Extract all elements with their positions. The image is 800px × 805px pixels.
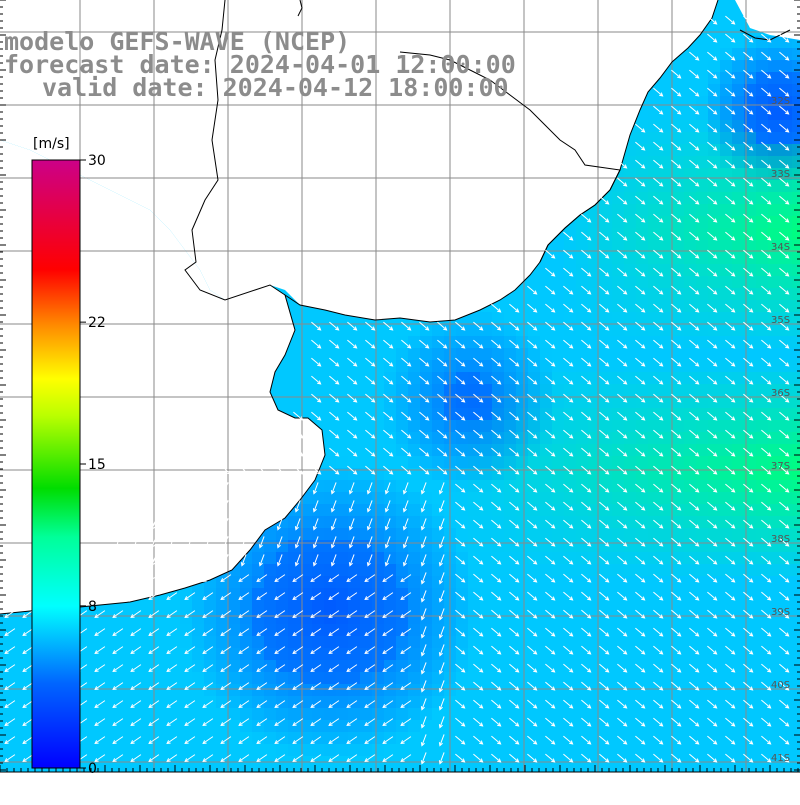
colorbar-tick-label: 30 (88, 153, 106, 169)
lat-label: 34S (771, 242, 790, 253)
lat-label: 41S (771, 753, 790, 764)
lat-label: 33S (771, 169, 790, 180)
colorbar-gradient (32, 160, 80, 768)
lat-label: 40S (771, 680, 790, 691)
lat-label: 36S (771, 388, 790, 399)
lat-label: 38S (771, 534, 790, 545)
lat-label: 37S (771, 461, 790, 472)
colorbar-tick-label: 22 (88, 315, 106, 331)
colorbar-tick-label: 0 (88, 761, 97, 777)
lat-label: 39S (771, 607, 790, 618)
colorbar-tick-label: 8 (88, 599, 97, 615)
colorbar-tick-label: 15 (88, 457, 106, 473)
lat-label: 35S (771, 315, 790, 326)
lat-label: 32S (771, 96, 790, 107)
valid-date: valid date: 2024-04-12 18:00:00 (42, 73, 509, 102)
colorbar-unit: [m/s] (33, 136, 70, 152)
